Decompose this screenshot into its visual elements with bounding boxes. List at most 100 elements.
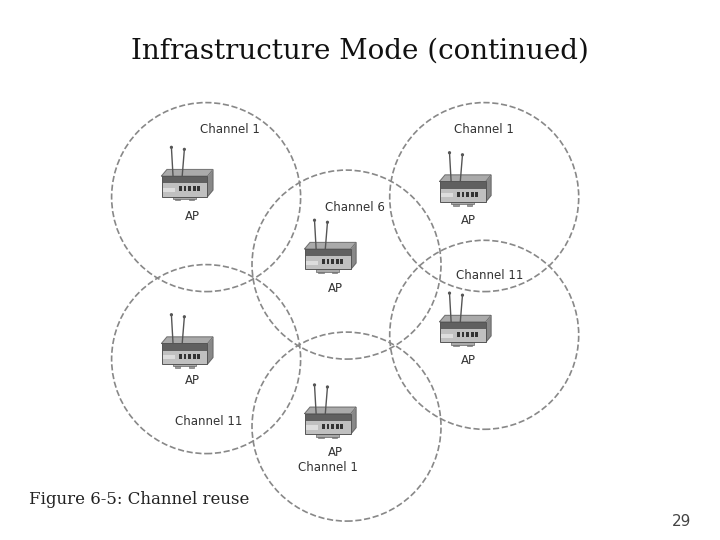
- Bar: [336, 424, 338, 429]
- Bar: [318, 437, 323, 438]
- Bar: [453, 345, 459, 346]
- Circle shape: [313, 383, 316, 387]
- Bar: [316, 434, 339, 437]
- Bar: [475, 192, 478, 197]
- Bar: [327, 259, 330, 265]
- Polygon shape: [305, 407, 356, 414]
- Text: AP: AP: [328, 282, 343, 295]
- Bar: [440, 188, 485, 202]
- Polygon shape: [351, 242, 356, 269]
- Bar: [341, 259, 343, 265]
- Text: AP: AP: [185, 210, 200, 222]
- Bar: [336, 259, 338, 265]
- Bar: [305, 256, 351, 269]
- Text: Infrastructure Mode (continued): Infrastructure Mode (continued): [131, 38, 589, 65]
- Bar: [173, 197, 196, 199]
- Bar: [197, 354, 200, 359]
- Circle shape: [183, 148, 186, 151]
- Bar: [305, 414, 351, 434]
- Bar: [189, 367, 194, 368]
- Circle shape: [170, 146, 173, 149]
- Polygon shape: [351, 407, 356, 434]
- Polygon shape: [207, 170, 213, 197]
- Bar: [305, 426, 318, 429]
- Polygon shape: [207, 337, 213, 364]
- Bar: [193, 354, 196, 359]
- Text: AP: AP: [328, 446, 343, 459]
- Bar: [161, 176, 207, 183]
- Bar: [440, 322, 485, 329]
- Circle shape: [448, 292, 451, 295]
- Circle shape: [313, 219, 316, 222]
- Polygon shape: [440, 175, 491, 181]
- Bar: [175, 367, 181, 368]
- Text: AP: AP: [461, 354, 475, 367]
- Bar: [440, 322, 485, 342]
- Bar: [451, 342, 474, 345]
- Bar: [471, 332, 474, 337]
- Bar: [341, 424, 343, 429]
- Bar: [184, 354, 186, 359]
- Bar: [316, 269, 339, 272]
- Bar: [457, 192, 460, 197]
- Bar: [332, 437, 338, 438]
- Bar: [161, 188, 176, 192]
- Bar: [440, 329, 485, 342]
- Text: Channel 1: Channel 1: [454, 123, 514, 136]
- Polygon shape: [440, 315, 491, 322]
- Circle shape: [326, 386, 329, 389]
- Bar: [453, 205, 459, 206]
- Bar: [440, 193, 454, 197]
- Polygon shape: [161, 337, 213, 343]
- Text: AP: AP: [185, 374, 200, 387]
- Circle shape: [461, 294, 464, 297]
- Bar: [318, 272, 323, 273]
- Bar: [305, 414, 351, 421]
- Bar: [161, 343, 207, 364]
- Polygon shape: [485, 175, 491, 202]
- Bar: [440, 181, 485, 202]
- Bar: [462, 332, 464, 337]
- Circle shape: [183, 315, 186, 319]
- Bar: [175, 199, 181, 200]
- Bar: [161, 350, 207, 364]
- Bar: [161, 183, 207, 197]
- Bar: [179, 186, 181, 192]
- Text: Channel 1: Channel 1: [297, 461, 358, 474]
- Bar: [179, 354, 181, 359]
- Bar: [322, 259, 325, 265]
- Bar: [189, 199, 194, 200]
- Bar: [467, 345, 472, 346]
- Circle shape: [170, 313, 173, 316]
- Text: 29: 29: [672, 514, 691, 529]
- Circle shape: [326, 221, 329, 224]
- Circle shape: [448, 151, 451, 154]
- Bar: [322, 424, 325, 429]
- Text: Channel 6: Channel 6: [325, 201, 384, 214]
- Bar: [332, 272, 338, 273]
- Bar: [305, 249, 351, 256]
- Bar: [451, 202, 474, 205]
- Bar: [331, 259, 334, 265]
- Text: Channel 1: Channel 1: [200, 123, 261, 136]
- Bar: [457, 332, 460, 337]
- Bar: [467, 332, 469, 337]
- Bar: [440, 181, 485, 188]
- Bar: [161, 176, 207, 197]
- Bar: [440, 334, 454, 338]
- Bar: [193, 186, 196, 192]
- Bar: [197, 186, 200, 192]
- Polygon shape: [161, 170, 213, 176]
- Text: Channel 11: Channel 11: [456, 269, 523, 282]
- Bar: [475, 332, 478, 337]
- Text: AP: AP: [461, 214, 475, 227]
- Polygon shape: [305, 242, 356, 249]
- Bar: [305, 249, 351, 269]
- Bar: [471, 192, 474, 197]
- Bar: [161, 355, 176, 359]
- Bar: [188, 186, 191, 192]
- Bar: [327, 424, 330, 429]
- Bar: [184, 186, 186, 192]
- Bar: [305, 261, 318, 265]
- Bar: [188, 354, 191, 359]
